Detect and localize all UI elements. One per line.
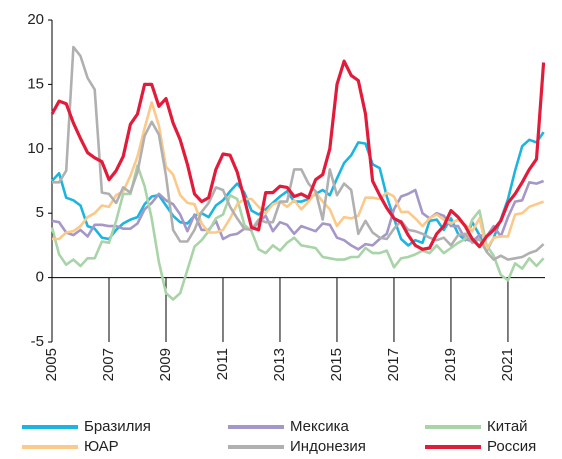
x-tick-label: 2017: [385, 348, 402, 381]
x-tick-label: 2007: [100, 348, 117, 381]
x-tick-label: 2009: [157, 348, 174, 381]
x-tick-label: 2005: [43, 348, 60, 381]
series-line: [51, 131, 545, 252]
y-tick-label: -5: [31, 333, 44, 350]
legend-label: Бразилия: [84, 418, 151, 435]
x-tick-label: 2021: [499, 348, 516, 381]
legend-label: ЮАР: [84, 438, 119, 455]
series-line: [51, 179, 545, 251]
series-line: [50, 59, 546, 251]
x-tick-label: 2011: [214, 348, 231, 380]
x-tick-label: 2015: [328, 348, 345, 381]
y-tick-label: 15: [27, 75, 44, 92]
y-tick-label: 0: [36, 269, 44, 286]
series-line: [52, 101, 545, 251]
series-line: [52, 45, 545, 261]
x-tick-label: 2013: [271, 348, 288, 381]
y-tick-label: 5: [36, 204, 44, 221]
legend-label: Китай: [487, 418, 528, 435]
y-tick-label: 20: [27, 11, 44, 28]
y-tick-label: 10: [27, 140, 44, 157]
legend-label: Индонезия: [290, 438, 366, 455]
legend-label: Мексика: [290, 418, 350, 435]
x-tick-label: 2019: [442, 348, 459, 381]
legend-label: Россия: [487, 438, 536, 455]
